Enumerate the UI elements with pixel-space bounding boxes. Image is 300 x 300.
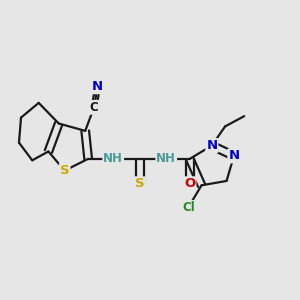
Text: N: N: [228, 149, 239, 162]
Text: C: C: [90, 101, 98, 114]
Text: NH: NH: [103, 152, 123, 165]
Text: O: O: [184, 177, 195, 190]
Text: N: N: [206, 139, 218, 152]
Text: S: S: [60, 164, 69, 177]
Text: N: N: [92, 80, 103, 93]
Text: S: S: [135, 177, 145, 190]
Text: NH: NH: [156, 152, 176, 165]
Text: Cl: Cl: [182, 201, 195, 214]
